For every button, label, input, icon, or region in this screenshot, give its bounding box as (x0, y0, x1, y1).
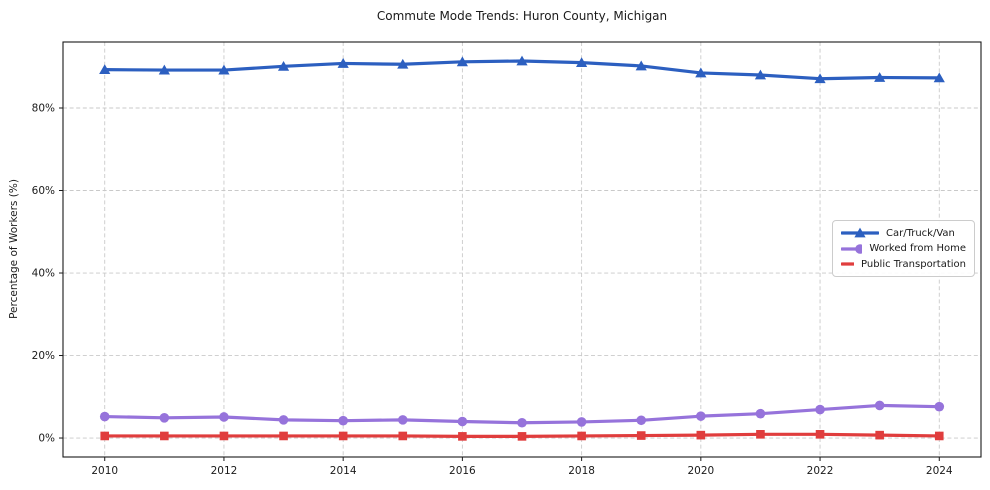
legend-item-car-truck-van: Car/Truck/Van (841, 226, 966, 240)
series-1-marker (397, 415, 408, 425)
series-0-marker (814, 73, 826, 84)
plot-border (62, 41, 982, 458)
x-tick-label: 2020 (687, 465, 714, 477)
series-0-marker (397, 58, 409, 69)
x-tick-label: 2018 (568, 465, 595, 477)
y-tick-label: 40% (32, 268, 55, 280)
public-transportation-line-icon (841, 262, 855, 266)
series-1-marker (636, 415, 647, 426)
legend: Car/Truck/Van Worked from Home Public Tr… (832, 220, 975, 277)
series-2-marker (815, 430, 825, 439)
x-tick-label: 2014 (330, 465, 357, 477)
series-2-marker (636, 431, 646, 440)
x-tick-label: 2016 (449, 465, 476, 477)
series-1-marker (278, 415, 289, 425)
series-0-marker (337, 58, 349, 68)
series-2-marker (458, 432, 467, 441)
x-tick-label: 2024 (926, 465, 953, 477)
series-0-marker (874, 72, 886, 82)
series-2-marker (398, 431, 408, 441)
series-2-marker (696, 430, 706, 440)
y-tick-label: 0% (38, 433, 55, 445)
series-0-marker (576, 57, 588, 68)
series-0-marker (158, 64, 170, 75)
series-0-marker (456, 56, 468, 67)
series-2-marker (219, 431, 229, 441)
worked-from-home-line-icon (841, 243, 863, 254)
series-2-marker (279, 431, 288, 441)
series-2-marker (100, 431, 110, 441)
x-tick-label: 2012 (211, 465, 238, 477)
series-1-marker (696, 411, 706, 421)
series-0-marker (218, 64, 230, 75)
y-tick-label: 80% (32, 103, 55, 115)
legend-label-public-transportation: Public Transportation (861, 258, 966, 270)
series-2-marker (756, 430, 765, 439)
series-2-marker (934, 431, 944, 441)
series-1-marker (874, 400, 885, 411)
series-0-marker (516, 55, 528, 66)
y-tick-label: 20% (32, 350, 55, 362)
x-tick-label: 2022 (807, 465, 834, 477)
series-0-marker (933, 72, 945, 83)
series-1-marker (338, 415, 348, 426)
legend-marker-triangle (854, 227, 866, 238)
series-1-marker (159, 413, 170, 423)
series-1-marker (934, 401, 945, 412)
series-1-marker (219, 412, 229, 422)
series-1-marker (815, 404, 825, 415)
legend-label-worked-from-home: Worked from Home (869, 243, 966, 254)
series-0-marker (754, 69, 767, 80)
legend-label-car-truck-van: Car/Truck/Van (886, 227, 955, 239)
legend-item-public-transportation: Public Transportation (841, 257, 966, 271)
series-0-marker (277, 60, 290, 71)
series-0-marker (695, 67, 707, 78)
series-0-marker (635, 60, 647, 71)
y-tick-label: 60% (32, 185, 55, 197)
series-2-marker (338, 431, 348, 441)
legend-item-worked-from-home: Worked from Home (841, 242, 966, 256)
series-2-marker (577, 431, 586, 441)
series-2-marker (517, 432, 527, 441)
series-1-marker (755, 408, 766, 419)
x-tick-label: 2010 (91, 465, 118, 477)
series-1-marker (457, 416, 468, 427)
car-truck-van-line-icon (841, 227, 879, 238)
series-2-marker (160, 431, 169, 441)
series-0-marker (99, 64, 111, 75)
series-1-marker (99, 411, 110, 422)
series-1-marker (517, 417, 527, 428)
series-1-marker (576, 417, 587, 427)
series-2-marker (875, 430, 884, 440)
chart-title: Commute Mode Trends: Huron County, Michi… (376, 9, 668, 23)
legend-marker-circle (855, 243, 863, 254)
